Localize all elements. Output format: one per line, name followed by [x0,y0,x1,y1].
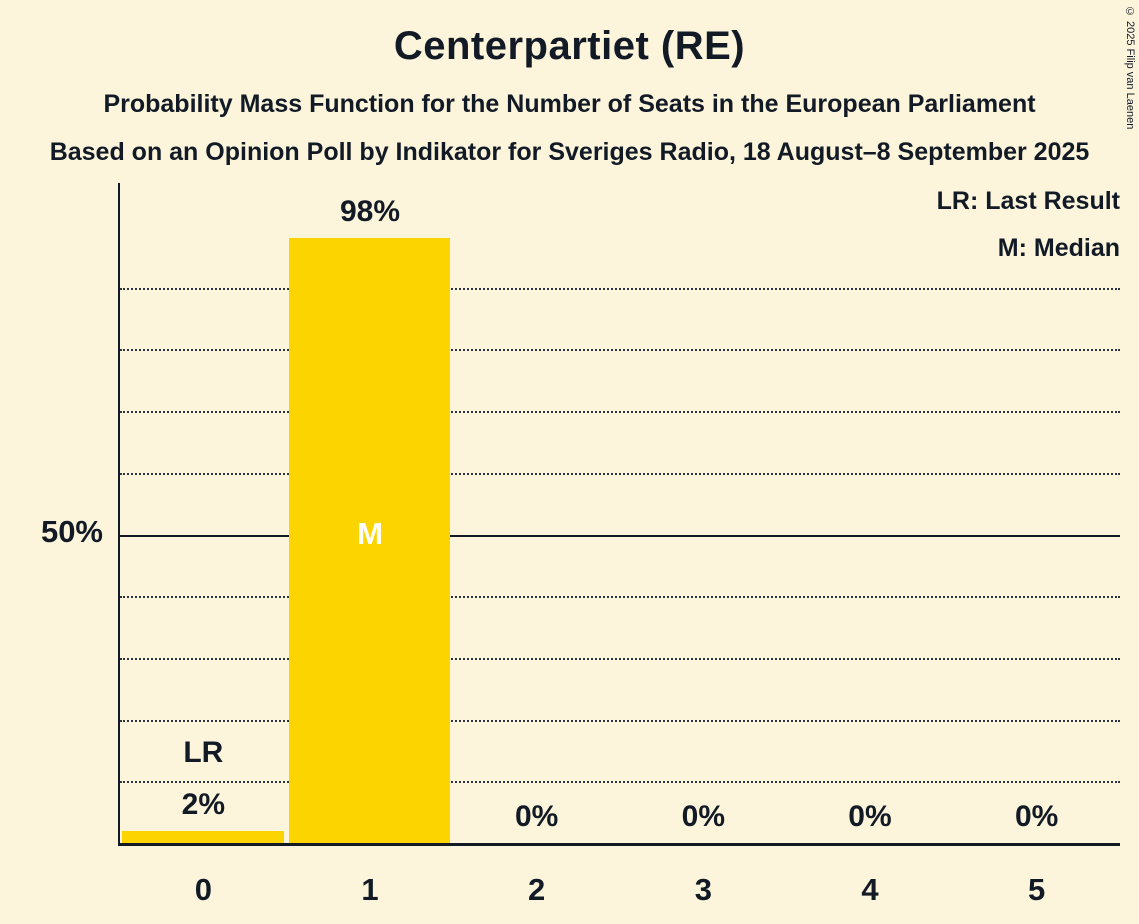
gridline-dotted-30 [120,657,1120,660]
gridline-dotted-40 [120,596,1120,599]
x-tick-label-0: 0 [194,872,212,907]
plot-area: 2% 98% 0% 0% 0% 0% LR M 0 1 2 3 4 5 [120,183,1120,907]
x-tick-label-5: 5 [1028,872,1046,907]
x-tick-label-3: 3 [694,872,712,907]
gridline-dotted-60 [120,472,1120,475]
bar-value-label-2: 0% [514,800,559,833]
chart-subtitle-line2: Based on an Opinion Poll by Indikator fo… [49,138,1090,166]
chart-title: Centerpartiet (RE) [393,24,746,68]
gridline-50-solid [120,534,1120,537]
y-axis-line [118,183,120,844]
bar-value-label-0: 2% [181,787,225,821]
legend-median: M: Median [997,234,1120,262]
gridline-dotted-90 [120,287,1120,290]
x-axis-line [118,843,1120,846]
bar-value-label-5: 0% [1014,800,1059,833]
y-axis-label-50: 50% [40,514,103,549]
x-tick-label-1: 1 [361,872,379,907]
median-marker: M [357,515,383,551]
bar-value-label-4: 0% [848,800,892,833]
chart-subtitle-line1: Probability Mass Function for the Number… [103,90,1036,118]
gridline-dotted-70 [120,411,1120,414]
bar-value-label-3: 0% [681,800,725,833]
x-tick-label-4: 4 [861,872,879,907]
bar-value-label-1: 98% [339,195,400,229]
x-tick-label-2: 2 [528,872,546,907]
gridline-dotted-80 [120,349,1120,352]
bar-seats-0 [122,830,284,843]
gridline-dotted-20 [120,719,1120,722]
last-result-marker: LR [183,735,224,769]
legend-last-result: LR: Last Result [936,187,1120,215]
copyright-notice: © 2025 Filip van Laenen [1124,6,1136,130]
gridline-dotted-10 [120,781,1120,784]
bar-seats-1 [288,238,451,843]
